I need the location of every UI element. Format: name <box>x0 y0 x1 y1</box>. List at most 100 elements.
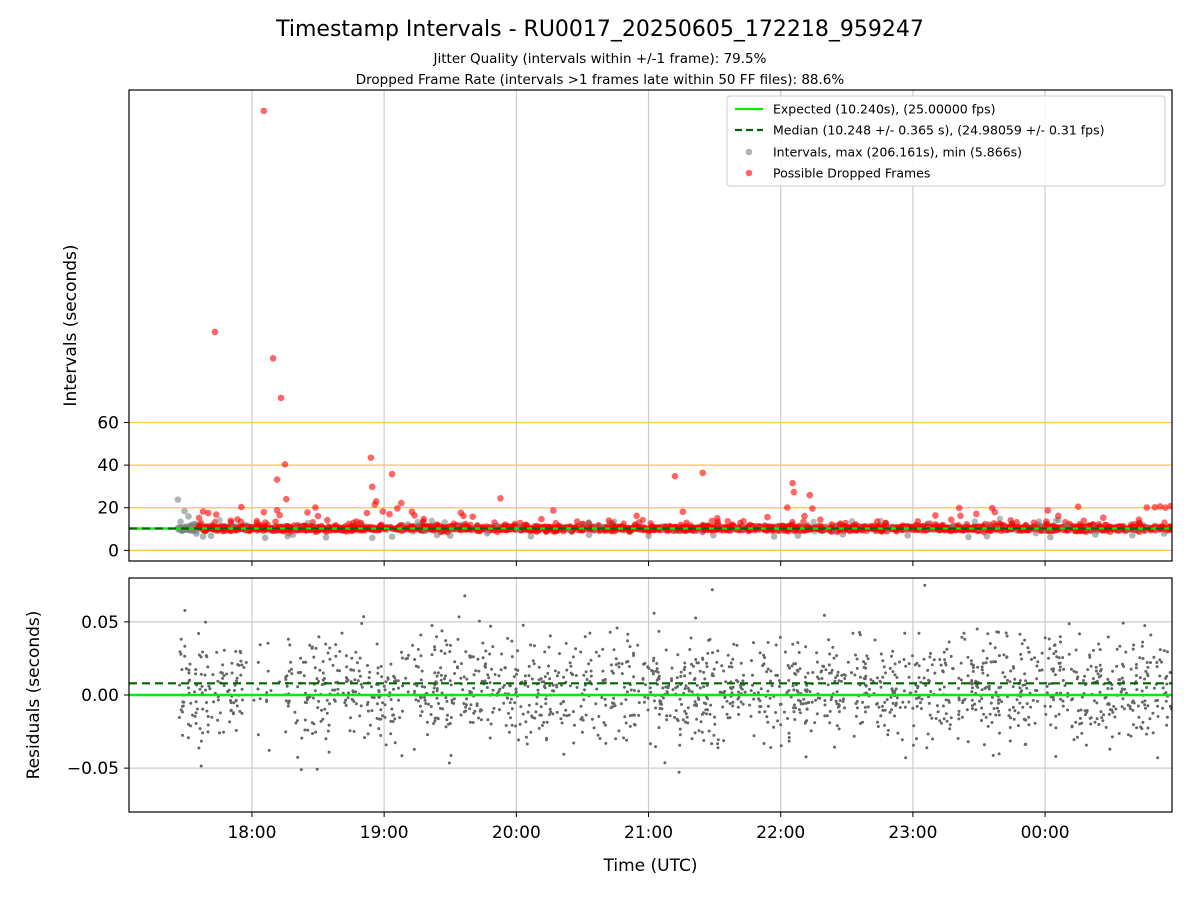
residual-point <box>865 654 869 658</box>
residual-point <box>624 721 628 725</box>
residual-point <box>779 744 783 748</box>
residual-point <box>1165 650 1169 654</box>
residual-point <box>890 708 893 712</box>
residual-point <box>654 745 657 749</box>
residual-point <box>739 686 743 690</box>
residual-point <box>768 696 772 700</box>
residual-point <box>790 664 794 668</box>
interval-point <box>839 531 847 538</box>
residual-point <box>762 662 766 666</box>
residual-point <box>992 707 996 710</box>
legend-entry: Intervals, max (206.161s), min (5.866s) <box>773 145 1022 160</box>
residual-point <box>996 698 1000 702</box>
residual-point <box>1146 704 1150 708</box>
residual-point <box>1149 661 1152 664</box>
residual-point <box>816 696 820 700</box>
dropped-frame-point <box>790 488 798 496</box>
residual-point <box>353 678 357 682</box>
residual-point <box>187 671 191 675</box>
residual-point <box>819 670 823 674</box>
residual-point <box>334 654 338 658</box>
residual-point <box>1066 708 1069 712</box>
residual-point <box>679 674 683 678</box>
residual-point <box>560 721 564 725</box>
residual-point <box>564 708 568 712</box>
residual-point <box>735 643 739 647</box>
residual-point <box>601 679 605 682</box>
residual-point <box>1035 664 1039 668</box>
residual-point <box>226 690 230 694</box>
residual-point <box>690 662 693 666</box>
residual-point <box>266 669 270 673</box>
residual-point <box>558 652 561 656</box>
residual-point <box>1140 727 1144 731</box>
residual-point <box>903 705 907 709</box>
residual-point <box>464 650 468 654</box>
residual-point <box>1059 640 1062 644</box>
residual-point <box>1080 731 1084 735</box>
residual-point <box>617 661 621 665</box>
residual-point <box>796 641 800 645</box>
residual-point <box>890 687 894 691</box>
residual-point <box>1115 664 1119 668</box>
residual-point <box>840 673 844 677</box>
residual-point <box>401 684 404 688</box>
dropped-frame-point <box>386 510 393 518</box>
residual-point <box>201 707 205 711</box>
residual-point <box>216 718 220 722</box>
residual-point <box>683 674 687 678</box>
residual-point <box>321 660 325 663</box>
interval-point <box>1030 519 1038 526</box>
residual-point <box>843 677 847 680</box>
residual-point <box>241 698 244 702</box>
residual-point <box>774 711 778 714</box>
residual-point <box>324 737 328 741</box>
residual-point <box>756 691 760 695</box>
residual-point <box>1000 700 1004 704</box>
residual-point <box>876 720 879 724</box>
residual-point <box>698 686 702 690</box>
residual-point <box>195 707 199 711</box>
residual-point <box>970 679 974 682</box>
residual-point <box>506 636 510 640</box>
residual-point <box>716 649 720 653</box>
residual-point <box>695 683 699 687</box>
residual-point <box>720 664 724 668</box>
residual-point <box>980 688 984 692</box>
residual-point <box>180 668 184 672</box>
residual-point <box>885 698 889 702</box>
residual-point <box>315 767 319 771</box>
residual-point <box>366 700 370 704</box>
residual-point <box>832 656 836 660</box>
residual-point <box>445 718 449 722</box>
residual-point <box>654 706 658 710</box>
residual-point <box>861 700 864 704</box>
residual-point <box>678 743 682 747</box>
residual-point <box>178 650 182 654</box>
residual-point <box>969 659 973 663</box>
residual-point <box>942 685 946 689</box>
residual-point <box>1151 711 1155 715</box>
residual-point <box>1101 719 1105 723</box>
residual-point <box>702 670 706 674</box>
residual-point <box>551 712 555 716</box>
residual-point <box>240 711 244 715</box>
residual-point <box>583 635 587 639</box>
residual-point <box>527 664 531 668</box>
residual-point <box>389 719 393 723</box>
dropped-frame-point <box>801 512 808 520</box>
residual-point <box>904 756 908 760</box>
residual-point <box>1038 669 1042 672</box>
residual-point <box>519 705 523 709</box>
y-tick-label: 40 <box>97 456 119 476</box>
residual-point <box>758 651 762 655</box>
residual-point <box>1106 687 1110 690</box>
dropped-frame-point <box>314 512 322 520</box>
residual-point <box>1111 710 1115 714</box>
interval-point <box>441 519 448 526</box>
residual-point <box>962 631 966 635</box>
residual-point <box>317 699 321 703</box>
dropped-frame-point <box>605 517 613 524</box>
residual-point <box>692 703 696 707</box>
residual-point <box>652 699 656 703</box>
